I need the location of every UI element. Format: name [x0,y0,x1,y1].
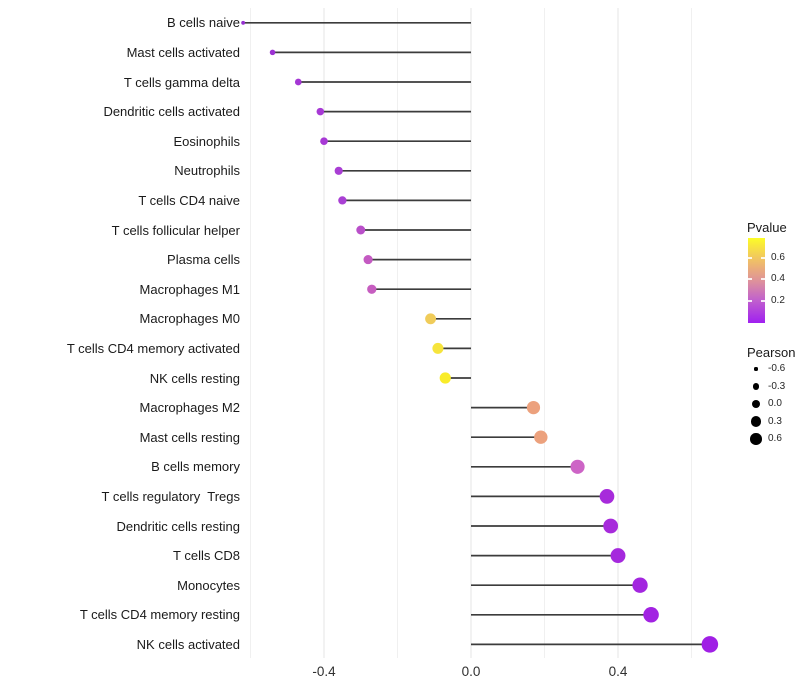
size-legend-dot [750,433,762,445]
size-legend-label: -0.6 [768,363,786,374]
pvalue-colorbar [748,238,765,323]
y-axis-label: T cells CD4 memory resting [79,607,240,623]
colorbar-tick-mark [748,300,752,303]
y-axis-label: Plasma cells [167,252,240,268]
y-axis-label: Dendritic cells resting [116,518,240,534]
data-point-dot [334,166,343,175]
y-axis-label: B cells memory [151,459,240,475]
y-axis-label: Monocytes [177,577,240,593]
pvalue-legend-title: Pvalue [747,220,787,235]
colorbar-tick-label: 0.4 [771,273,785,285]
y-axis-label: T cells gamma delta [123,74,240,90]
data-point-dot [439,372,451,384]
data-point-dot [425,313,437,325]
y-axis-label: NK cells resting [149,370,240,386]
y-axis-label: Neutrophils [174,163,240,179]
data-point-dot [599,489,615,504]
x-axis-tick-label: 0.4 [608,664,628,679]
y-axis-label: Macrophages M0 [139,311,240,327]
y-axis-label: T cells follicular helper [111,222,240,238]
x-axis-tick-label: -0.4 [312,664,336,679]
colorbar-tick-mark [748,278,752,281]
y-axis-label: Eosinophils [173,133,241,149]
colorbar-tick-mark [761,278,765,281]
size-legend-dot [750,416,762,427]
size-legend-label: 0.6 [768,433,782,444]
data-point-dot [643,607,659,623]
data-point-dot [241,20,246,25]
data-point-dot [603,518,619,534]
y-axis-label: Macrophages M1 [139,281,240,297]
data-point-dot [526,400,541,415]
data-point-dot [367,284,377,294]
y-axis-label: T cells regulatory Tregs [101,488,240,504]
colorbar-tick-mark [761,256,765,259]
data-point-dot [356,225,366,235]
y-axis-label: NK cells activated [136,636,240,652]
data-point-dot [632,577,648,593]
data-point-dot [338,196,347,205]
y-axis-label: Mast cells resting [139,429,240,445]
size-legend-dot [751,399,761,409]
y-axis-label: T cells CD4 memory activated [66,340,240,356]
data-point-dot [534,430,548,444]
y-axis-label: B cells naive [167,15,240,31]
size-legend-label: 0.0 [768,398,782,409]
data-point-dot [701,636,719,653]
colorbar-tick-label: 0.6 [771,251,785,263]
y-axis-label: T cells CD8 [173,548,240,564]
colorbar-tick-label: 0.2 [771,295,785,307]
data-point-dot [316,107,325,116]
y-axis-label: T cells CD4 naive [138,192,240,208]
size-legend-label: -0.3 [768,380,786,392]
data-point-dot [320,137,328,146]
colorbar-tick-mark [761,300,765,303]
data-point-dot [363,255,373,265]
y-axis-label: Mast cells activated [126,44,240,60]
data-point-dot [570,459,585,474]
size-legend-dot [752,383,760,390]
y-axis-label: Macrophages M2 [139,400,240,416]
size-legend-label: 0.3 [768,415,782,427]
data-point-dot [610,548,626,564]
data-point-dot [432,342,444,354]
colorbar-tick-mark [748,256,752,259]
y-axis-label: Dendritic cells activated [103,104,240,120]
x-axis-tick-label: 0.0 [461,664,481,679]
size-legend-dot [754,367,758,371]
pearson-legend-title: Pearson [747,345,796,360]
data-point-dot [269,49,276,56]
data-point-dot [294,78,302,86]
